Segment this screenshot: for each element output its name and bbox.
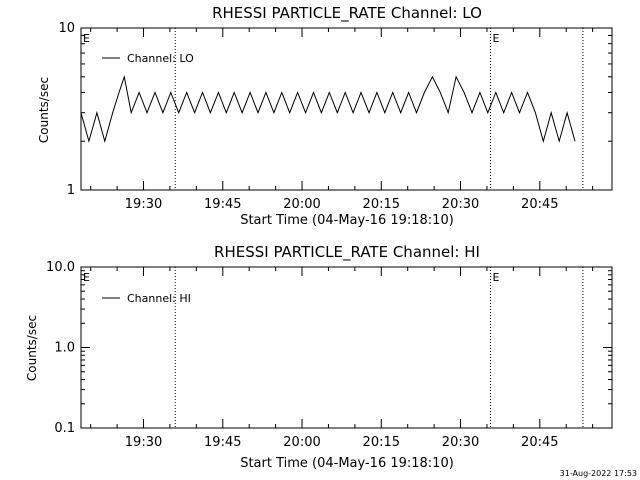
lo-legend: Channel: LO bbox=[102, 52, 194, 65]
hi-y-tick-label: 0.1 bbox=[54, 421, 75, 436]
hi-y-tick-label: 1.0 bbox=[54, 341, 75, 356]
lo-x-tick-label: 20:00 bbox=[283, 197, 320, 212]
hi-x-axis-label: Start Time (04-May-16 19:18:10) bbox=[240, 456, 454, 471]
hi-x-ticks: 19:30 19:45 20:00 20:15 20:30 20:45 bbox=[90, 267, 594, 450]
hi-x-tick-label: 20:30 bbox=[442, 435, 479, 450]
hi-y-tick-label: 10.0 bbox=[46, 260, 75, 275]
hi-x-tick-label: 20:15 bbox=[363, 435, 400, 450]
lo-chart-title: RHESSI PARTICLE_RATE Channel: LO bbox=[212, 4, 482, 23]
lo-x-tick-label: 19:30 bbox=[125, 197, 162, 212]
hi-x-tick-label: 20:45 bbox=[521, 435, 558, 450]
lo-x-tick-label: 20:15 bbox=[363, 197, 400, 212]
lo-series-line bbox=[80, 74, 576, 144]
lo-x-tick-label: 19:45 bbox=[204, 197, 241, 212]
lo-series bbox=[80, 74, 576, 144]
hi-y-axis-label: Counts/sec bbox=[25, 315, 39, 381]
lo-x-ticks: 19:30 19:45 20:00 20:15 20:30 20:45 bbox=[90, 28, 594, 212]
hi-y-ticks: 0.1 1.0 10.0 bbox=[46, 260, 612, 436]
hi-e-annotation: E bbox=[83, 271, 90, 284]
lo-e-annotation: E bbox=[83, 32, 90, 45]
lo-y-tick-label: 10 bbox=[58, 21, 75, 36]
hi-channel-panel: RHESSI PARTICLE_RATE Channel: HI Counts/… bbox=[25, 243, 613, 471]
lo-channel-panel: RHESSI PARTICLE_RATE Channel: LO Counts/… bbox=[37, 4, 613, 228]
hi-legend-label: Channel: HI bbox=[127, 292, 191, 305]
hi-e-annotation: E bbox=[492, 271, 499, 284]
hi-chart-title: RHESSI PARTICLE_RATE Channel: HI bbox=[214, 243, 480, 262]
hi-x-tick-label: 19:45 bbox=[204, 435, 241, 450]
lo-plot-frame bbox=[80, 27, 613, 191]
lo-y-tick-label: 1 bbox=[67, 183, 75, 198]
lo-x-axis-label: Start Time (04-May-16 19:18:10) bbox=[240, 213, 454, 228]
lo-y-axis-label: Counts/sec bbox=[37, 77, 51, 143]
hi-legend: Channel: HI bbox=[102, 292, 191, 305]
footer-timestamp: 31-Aug-2022 17:53 bbox=[560, 469, 637, 478]
lo-x-tick-label: 20:45 bbox=[521, 197, 558, 212]
lo-legend-label: Channel: LO bbox=[127, 52, 194, 65]
hi-x-tick-label: 19:30 bbox=[125, 435, 162, 450]
lo-axes-box bbox=[80, 27, 613, 191]
lo-e-annotation: E bbox=[492, 32, 499, 45]
lo-y-ticks: 1 10 bbox=[58, 21, 612, 198]
hi-x-tick-label: 20:00 bbox=[283, 435, 320, 450]
lo-x-tick-label: 20:30 bbox=[442, 197, 479, 212]
